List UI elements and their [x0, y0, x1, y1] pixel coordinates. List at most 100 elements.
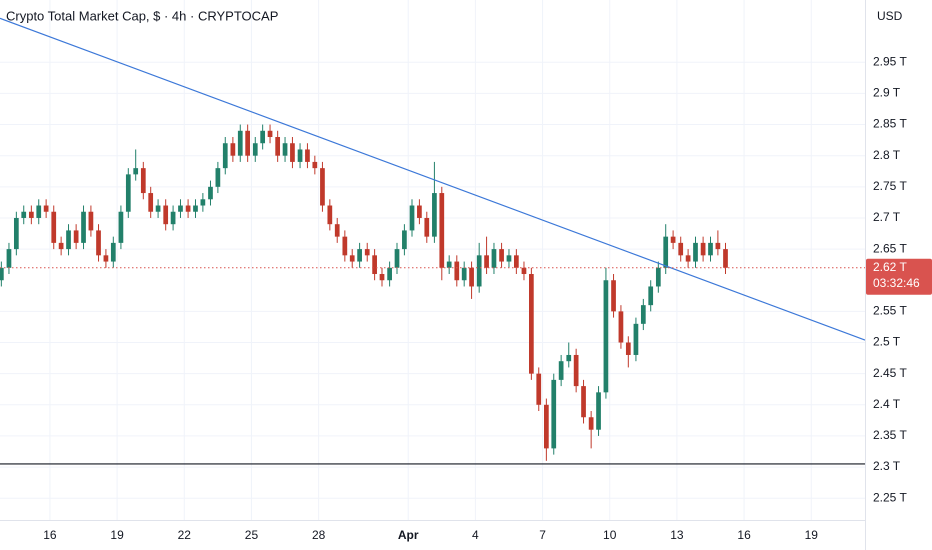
x-tick-label: 10: [603, 528, 617, 542]
candle-body: [342, 236, 348, 256]
candle-body: [267, 130, 273, 138]
candle-body: [320, 168, 325, 206]
candle-body: [603, 280, 609, 393]
y-tick-label: 2.5 T: [873, 335, 901, 349]
x-tick-label: 16: [43, 528, 57, 542]
trendline: [0, 17, 866, 341]
candle-body: [215, 168, 221, 187]
candle-body: [245, 130, 251, 156]
x-tick-label: 16: [737, 528, 751, 542]
candle-body: [118, 211, 124, 243]
candle-body: [155, 205, 161, 212]
candle-body: [394, 249, 400, 268]
candle-body: [252, 143, 258, 156]
candle-body: [334, 224, 340, 237]
y-tick-label: 2.4 T: [873, 397, 901, 411]
y-tick-label: 2.25 T: [873, 490, 907, 504]
grid: [0, 0, 865, 520]
last-price-label: 2.62 T: [873, 260, 907, 274]
candle-body: [625, 342, 631, 355]
candle-body: [469, 267, 474, 287]
candle-body: [432, 193, 437, 237]
candle-body: [618, 311, 624, 343]
x-tick-label: 28: [312, 528, 326, 542]
candle-body: [670, 236, 676, 243]
y-tick-label: 2.9 T: [873, 86, 901, 100]
candle-body: [58, 242, 64, 250]
y-tick-label: 2.8 T: [873, 148, 901, 162]
candle-body: [529, 274, 534, 374]
candle-body: [536, 373, 542, 405]
candle-body: [685, 255, 691, 262]
candle-body: [454, 261, 460, 281]
candle-body: [544, 404, 549, 449]
candle-body: [461, 267, 467, 281]
candle-body: [409, 205, 415, 231]
candle-body: [185, 205, 191, 212]
candle-body: [558, 361, 564, 380]
candle-body: [715, 242, 721, 250]
candle-body: [573, 354, 579, 387]
candle-body: [424, 217, 430, 237]
candle-body: [21, 211, 27, 218]
x-tick-label: 19: [805, 528, 819, 542]
candle-body: [379, 274, 385, 281]
candle-body: [417, 205, 422, 218]
candle-body: [566, 354, 572, 362]
candle-body: [148, 193, 154, 212]
y-tick-label: 2.75 T: [873, 179, 907, 193]
candle-body: [237, 130, 243, 156]
candle-body: [193, 205, 198, 212]
candle-body: [349, 255, 355, 262]
last-price-box: [866, 258, 932, 295]
candle-body: [275, 137, 281, 156]
candle-body: [81, 211, 86, 243]
axes: 2.25 T 2.3 T 2.35 T 2.4 T 2.45 T 2.5 T 2.55 T 2…: [43, 54, 932, 542]
x-tick-label: 19: [110, 528, 124, 542]
candle-body: [170, 211, 176, 225]
candle-body: [513, 255, 519, 268]
candle-body: [506, 255, 512, 262]
candle-body: [484, 255, 489, 268]
plot: [0, 17, 866, 465]
candle-body: [6, 249, 12, 268]
candle-body: [581, 386, 586, 418]
candle-body: [476, 255, 482, 287]
candle-body: [387, 267, 392, 281]
candle-body: [648, 286, 654, 306]
candle-body: [663, 236, 669, 268]
candle-body: [133, 168, 139, 175]
y-tick-label: 2.55 T: [873, 304, 907, 318]
candle-body: [611, 280, 616, 312]
countdown-label: 03:32:46: [873, 276, 920, 290]
candle-body: [260, 130, 266, 144]
candle-body: [125, 174, 131, 212]
candle-body: [588, 417, 594, 430]
candle-body: [88, 211, 94, 231]
chart-title: Crypto Total Market Cap, $ · 4h · CRYPTO…: [6, 8, 278, 23]
candle-body: [551, 379, 557, 449]
candle-body: [402, 230, 407, 250]
candle-body: [103, 255, 109, 262]
candle-body: [693, 242, 698, 262]
candle-body: [700, 242, 706, 256]
candle-body: [312, 161, 318, 169]
candle-body: [372, 255, 377, 275]
candle-body: [521, 267, 527, 275]
candle-body: [163, 205, 169, 225]
candle-body: [208, 186, 213, 200]
x-tick-label: 13: [670, 528, 684, 542]
candle-body: [357, 249, 362, 262]
candle-body: [200, 199, 206, 206]
candle-body: [708, 242, 713, 256]
candle-body: [96, 230, 101, 256]
candle-body: [655, 267, 661, 287]
candle-body: [282, 143, 288, 156]
candle-body: [36, 205, 42, 218]
y-tick-label: 2.35 T: [873, 428, 907, 442]
x-tick-label: 22: [178, 528, 192, 542]
currency-label: USD: [877, 9, 903, 23]
y-tick-label: 2.7 T: [873, 210, 901, 224]
x-tick-label: 7: [539, 528, 546, 542]
